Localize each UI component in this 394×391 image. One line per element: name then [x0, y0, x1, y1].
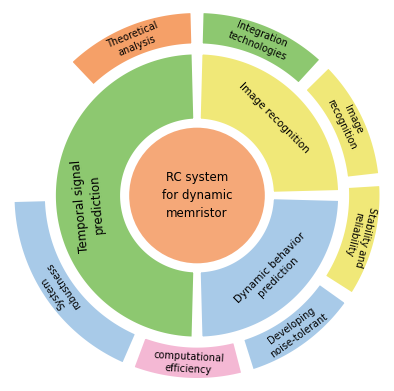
- Polygon shape: [199, 53, 340, 194]
- Text: Temporal signal
prediction: Temporal signal prediction: [70, 157, 107, 253]
- Polygon shape: [132, 336, 243, 380]
- Polygon shape: [199, 197, 340, 338]
- Polygon shape: [70, 11, 193, 86]
- Text: computational
efficiency: computational efficiency: [152, 350, 224, 376]
- Polygon shape: [304, 66, 380, 178]
- Text: Stability and
reliability: Stability and reliability: [341, 203, 378, 269]
- Polygon shape: [201, 11, 322, 84]
- Text: Theoretical
analysis: Theoretical analysis: [105, 20, 164, 61]
- Circle shape: [127, 126, 267, 265]
- Text: Image recognition: Image recognition: [237, 81, 311, 156]
- Polygon shape: [242, 283, 347, 371]
- Text: Integration
technologies: Integration technologies: [227, 18, 293, 63]
- Text: System
robustness: System robustness: [34, 260, 83, 317]
- Text: Developing
noise-tolerant: Developing noise-tolerant: [261, 302, 329, 360]
- Polygon shape: [324, 184, 381, 294]
- Polygon shape: [13, 199, 137, 364]
- Polygon shape: [54, 53, 195, 338]
- Text: Dynamic behavior
prediction: Dynamic behavior prediction: [232, 231, 316, 314]
- Text: RC system
for dynamic
memristor: RC system for dynamic memristor: [162, 171, 232, 220]
- Text: Image
recognition: Image recognition: [325, 93, 370, 152]
